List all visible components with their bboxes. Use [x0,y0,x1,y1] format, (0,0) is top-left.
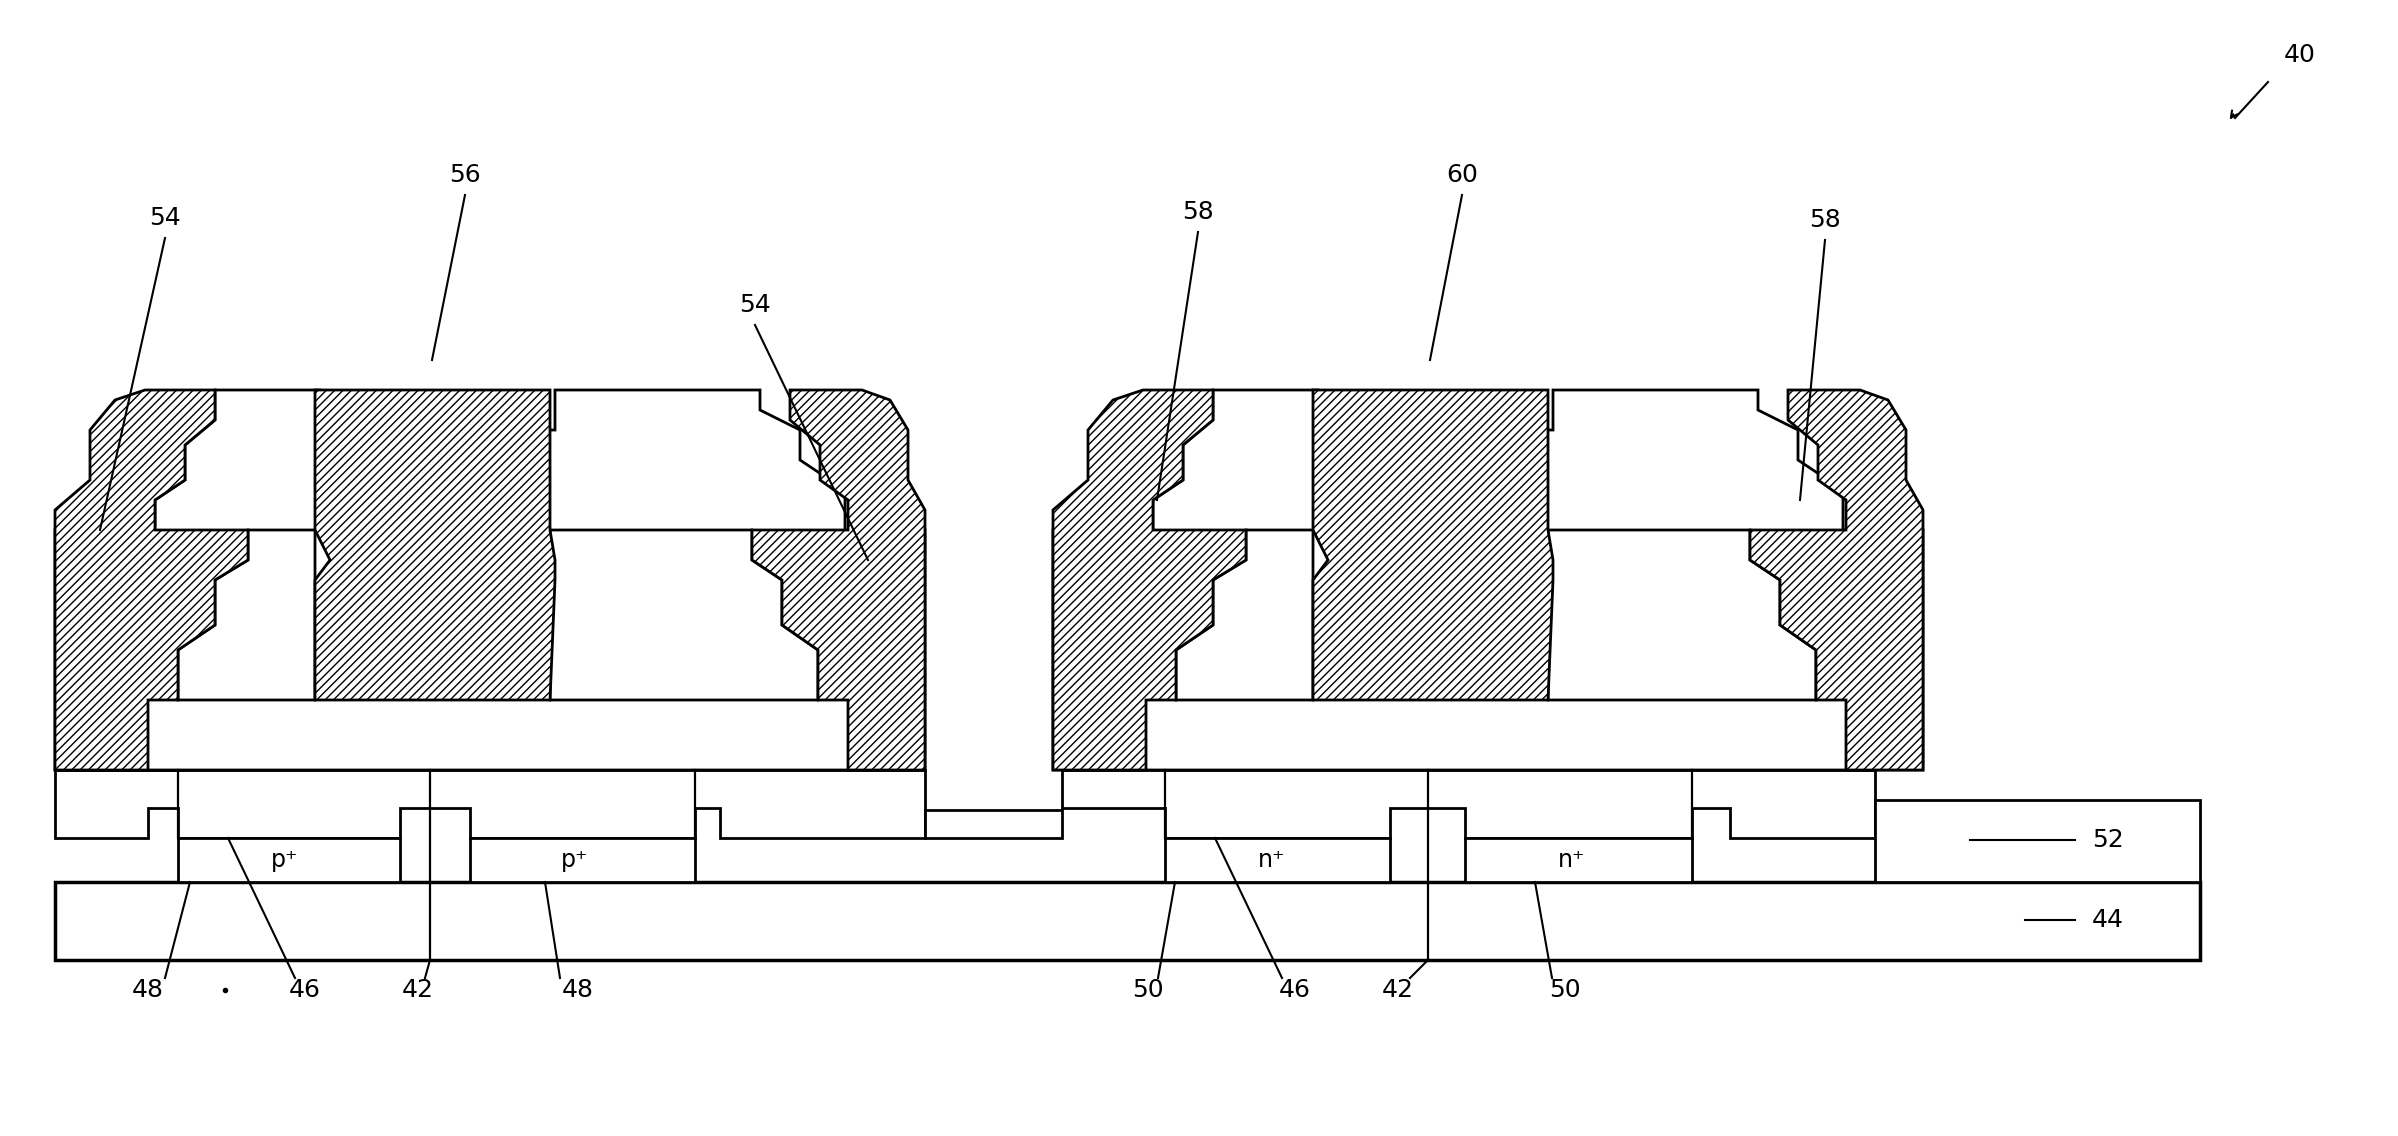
Text: 46: 46 [290,978,321,1002]
Polygon shape [1875,800,2199,882]
Text: 60: 60 [1446,162,1477,187]
Polygon shape [55,770,926,838]
Text: 54: 54 [739,293,770,317]
Text: 46: 46 [1278,978,1312,1002]
Polygon shape [314,390,554,700]
Polygon shape [470,838,695,882]
Polygon shape [177,531,314,700]
Polygon shape [1751,390,1923,770]
Polygon shape [549,531,818,700]
Text: 52: 52 [2091,828,2125,852]
Text: 48: 48 [561,978,595,1002]
Polygon shape [55,882,2199,960]
Text: 44: 44 [2091,908,2125,932]
Text: 58: 58 [1182,200,1213,224]
Text: 58: 58 [1808,208,1842,232]
Text: 42: 42 [1381,978,1415,1002]
Text: p⁺: p⁺ [561,847,590,872]
Text: 54: 54 [149,206,180,229]
Polygon shape [1053,390,1247,770]
Polygon shape [55,390,247,770]
Polygon shape [55,390,926,770]
Polygon shape [1465,838,1693,882]
Text: n⁺: n⁺ [1259,847,1285,872]
Text: n⁺: n⁺ [1559,847,1585,872]
Polygon shape [926,810,1062,838]
Polygon shape [1165,838,1391,882]
Text: 50: 50 [1549,978,1580,1002]
Polygon shape [1053,390,1923,770]
Polygon shape [177,838,400,882]
Polygon shape [55,710,177,770]
Polygon shape [1175,531,1314,700]
Text: 56: 56 [448,162,482,187]
Text: 40: 40 [2283,43,2316,67]
Text: p⁺: p⁺ [271,847,300,872]
Polygon shape [1062,770,1875,838]
Text: 50: 50 [1132,978,1163,1002]
Polygon shape [1549,531,1815,700]
Polygon shape [753,390,926,770]
Text: 42: 42 [403,978,434,1002]
Polygon shape [1314,390,1554,700]
Text: 48: 48 [132,978,163,1002]
